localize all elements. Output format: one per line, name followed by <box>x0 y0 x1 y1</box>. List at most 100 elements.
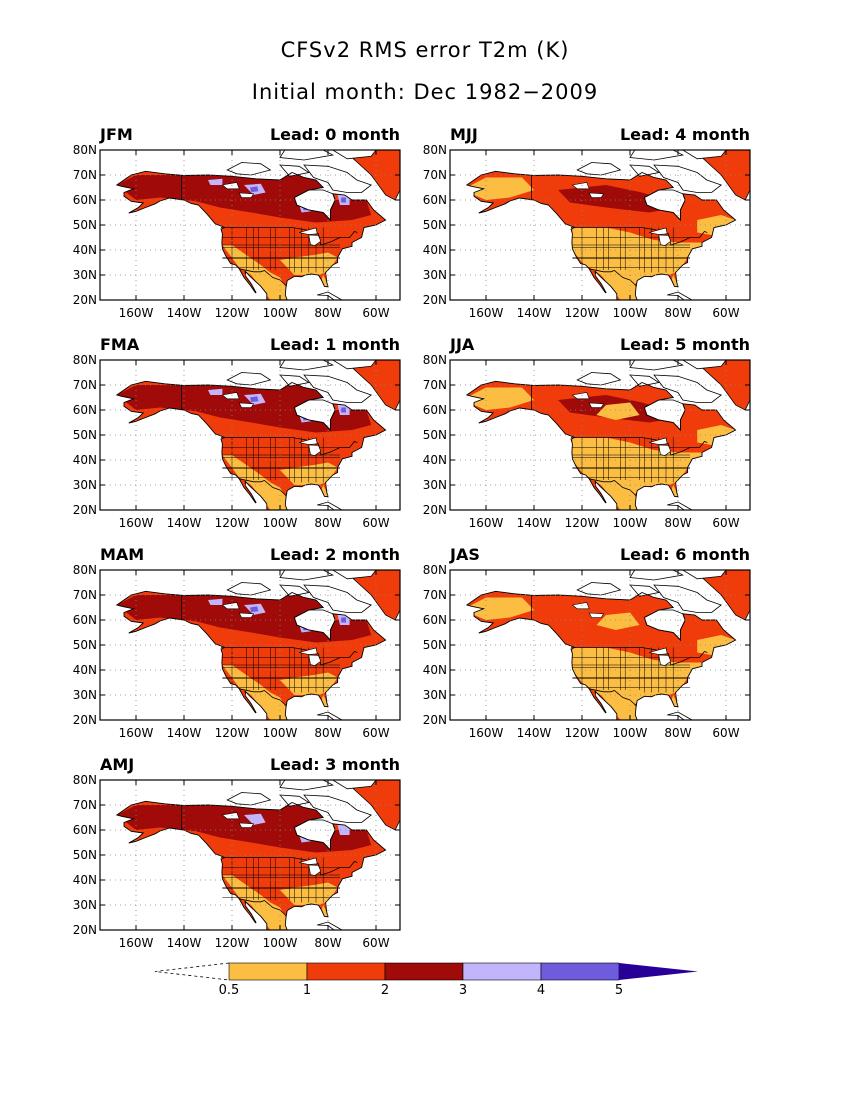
lat-tick-label: 60N <box>423 403 447 417</box>
coastline <box>465 380 737 510</box>
map-svg: 80N 70N 60N 50N 40N 30N 20N 160W 140W 120W 100W 80W… <box>73 353 401 530</box>
panel-lead-label: Lead: 3 month <box>269 755 400 774</box>
error-region <box>596 402 640 420</box>
lat-tick-label: 80N <box>73 353 97 367</box>
error-region <box>466 387 534 410</box>
arctic-island <box>629 584 660 597</box>
lon-tick-label: 100W <box>613 306 648 320</box>
lat-tick-label: 30N <box>423 268 447 282</box>
lake <box>658 444 672 456</box>
lake <box>221 602 240 610</box>
gridlines <box>450 360 750 510</box>
lake <box>571 182 590 190</box>
map-svg: 80N 70N 60N 50N 40N 30N 20N 160W 140W 120W 100W 80W… <box>423 353 751 530</box>
panel-season-label: MAM <box>100 545 145 564</box>
border-us-canada <box>571 227 708 246</box>
arctic-island <box>653 374 723 403</box>
lon-tick-label: 80W <box>664 306 691 320</box>
error-region <box>250 606 259 612</box>
lon-tick-label: 60W <box>362 306 389 320</box>
greenland <box>696 150 750 201</box>
map-svg: 80N 70N 60N 50N 40N 30N 20N 160W 140W 120W 100W 80W… <box>423 143 751 320</box>
colorbar-box <box>228 962 308 981</box>
map-panel: MJJ Lead: 4 month 80N 70N 60N 50N 40N 30N 20N 160… <box>400 125 800 335</box>
map-panel: AMJ Lead: 3 month 80N 70N 60N 50N 40N 30N 20N 160… <box>50 755 450 965</box>
lake <box>571 392 590 400</box>
lat-tick-label: 50N <box>73 848 97 862</box>
lon-tick-label: 80W <box>314 516 341 530</box>
border-us-canada <box>221 647 358 666</box>
lon-tick-label: 140W <box>517 726 552 740</box>
arctic-island <box>682 360 727 370</box>
error-region <box>671 485 678 497</box>
lon-tick-label: 120W <box>215 306 250 320</box>
map-panel: MAM Lead: 2 month 80N 70N 60N 50N 40N 30N 20N 160… <box>50 545 450 755</box>
error-region <box>321 275 328 287</box>
lake <box>649 227 668 235</box>
lake <box>238 822 255 828</box>
state-lines <box>222 647 340 693</box>
state-lines <box>222 227 340 273</box>
arctic-island <box>226 582 272 596</box>
map-panel: JFM Lead: 0 month 80N 70N 60N 50N 40N 30N 20N 160… <box>50 125 450 335</box>
lake <box>299 437 318 445</box>
lat-tick-label: 50N <box>423 638 447 652</box>
panel-season-label: FMA <box>100 335 140 354</box>
arctic-island <box>332 570 377 580</box>
panel-lead-label: Lead: 0 month <box>269 125 400 144</box>
border-us-canada <box>221 857 358 876</box>
colorbar-box <box>540 962 620 981</box>
lat-tick-label: 50N <box>73 428 97 442</box>
arctic-island <box>279 150 335 161</box>
arctic-island <box>576 162 622 176</box>
arctic-island <box>682 150 727 160</box>
map-panel: FMA Lead: 1 month 80N 70N 60N 50N 40N 30N 20N 160… <box>50 335 450 545</box>
colorbar-over-arrow <box>619 963 698 980</box>
lake <box>588 192 605 198</box>
error-region <box>341 617 346 623</box>
lake <box>299 857 318 865</box>
lat-tick-label: 80N <box>423 353 447 367</box>
colorbar-level-label: 2 <box>381 983 389 998</box>
colorbar-level-label: 5 <box>615 983 623 998</box>
error-region <box>337 825 350 835</box>
gridlines <box>450 570 750 720</box>
arctic-island <box>332 780 377 790</box>
lake <box>588 402 605 408</box>
lon-tick-label: 60W <box>712 516 739 530</box>
lat-tick-label: 30N <box>73 898 97 912</box>
lat-tick-label: 30N <box>73 688 97 702</box>
lat-tick-label: 60N <box>73 613 97 627</box>
greenland <box>346 570 400 621</box>
gridlines <box>100 570 400 720</box>
panel-lead-label: Lead: 1 month <box>269 335 400 354</box>
figure-title: CFSv2 RMS error T2m (K) <box>280 38 570 62</box>
lat-tick-label: 50N <box>423 428 447 442</box>
lon-tick-label: 160W <box>469 726 504 740</box>
colorbar-level-label: 3 <box>459 983 467 998</box>
lon-tick-label: 140W <box>517 306 552 320</box>
arctic-island <box>226 372 272 386</box>
lon-tick-label: 160W <box>469 516 504 530</box>
lat-tick-label: 40N <box>423 243 447 257</box>
lat-tick-label: 20N <box>423 293 447 307</box>
lake <box>658 234 672 246</box>
lat-tick-label: 70N <box>73 798 97 812</box>
lon-tick-label: 80W <box>664 726 691 740</box>
panel-season-label: MJJ <box>450 125 478 144</box>
lon-tick-label: 80W <box>664 516 691 530</box>
lon-tick-label: 120W <box>565 726 600 740</box>
map-svg: 80N 70N 60N 50N 40N 30N 20N 160W 140W 120W 100W 80W… <box>73 143 401 320</box>
lat-tick-label: 30N <box>73 268 97 282</box>
border-us-canada <box>571 437 708 456</box>
arctic-island <box>576 582 622 596</box>
state-lines <box>222 857 340 903</box>
error-region <box>250 396 259 402</box>
greenland <box>346 360 400 411</box>
error-region <box>466 597 534 620</box>
lat-tick-label: 20N <box>423 503 447 517</box>
lat-tick-label: 80N <box>423 563 447 577</box>
lon-tick-label: 60W <box>362 516 389 530</box>
coastline <box>115 800 387 930</box>
